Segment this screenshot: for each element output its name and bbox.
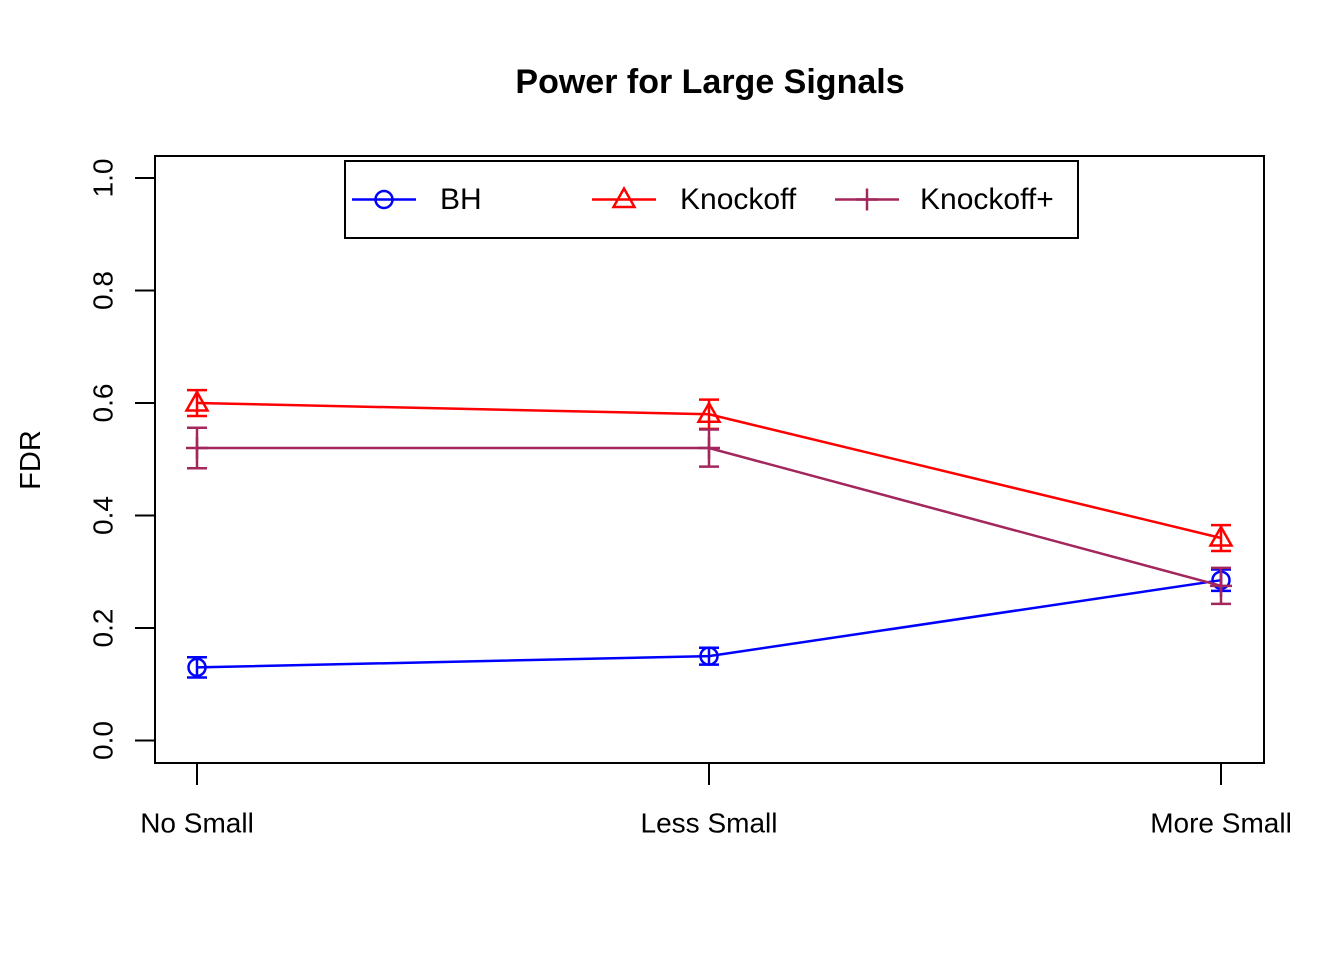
series-knockoff-triangle-marker bbox=[696, 400, 722, 423]
legend-item-knockoff-label: Knockoff bbox=[680, 183, 797, 216]
legend-item-bh-label: BH bbox=[440, 183, 482, 216]
legend-item-bh: BH bbox=[352, 183, 482, 216]
series-knockoff-line bbox=[197, 446, 1222, 588]
legend-item-knockoff: Knockoff bbox=[592, 183, 797, 216]
legend-box bbox=[344, 160, 1079, 239]
legend-item-knockoff: Knockoff+ bbox=[835, 183, 1054, 216]
y-axis-tick-label: 0.0 bbox=[88, 721, 119, 760]
series-bh-circle-marker bbox=[187, 657, 207, 678]
y-axis-label: FDR bbox=[15, 430, 47, 490]
y-axis-tick-label: 0.6 bbox=[88, 384, 119, 423]
plot-area: 0.0 0.2 0.4 0.6 0.8 1.0 No Small Less Small More… bbox=[88, 155, 1292, 839]
series-bh-circle-marker bbox=[699, 646, 719, 666]
x-axis-tick-label: More Small bbox=[1150, 808, 1292, 839]
series-knockoff bbox=[184, 388, 1234, 553]
y-axis-tick-label: 0.4 bbox=[88, 496, 119, 535]
x-axis-tick-label: No Small bbox=[140, 808, 254, 839]
legend-item-knockoff-label: Knockoff+ bbox=[920, 183, 1054, 216]
series-knockoff-triangle-marker bbox=[1208, 524, 1234, 547]
legend: BH Knockoff Knockoff+ bbox=[344, 160, 1079, 239]
series-bh bbox=[187, 568, 1231, 679]
legend-item-bh-circle-marker bbox=[374, 189, 394, 210]
y-axis-tick-label: 1.0 bbox=[88, 159, 119, 198]
y-axis-tick-label: 0.8 bbox=[88, 271, 119, 310]
series-knockoff bbox=[186, 426, 1232, 606]
legend-item-knockoff-triangle-marker bbox=[611, 185, 637, 209]
x-axis-tick-label: Less Small bbox=[641, 808, 778, 839]
chart-title: Power for Large Signals bbox=[515, 63, 904, 101]
series-knockoff-triangle-marker bbox=[184, 389, 210, 412]
y-axis-tick-label: 0.2 bbox=[88, 609, 119, 648]
